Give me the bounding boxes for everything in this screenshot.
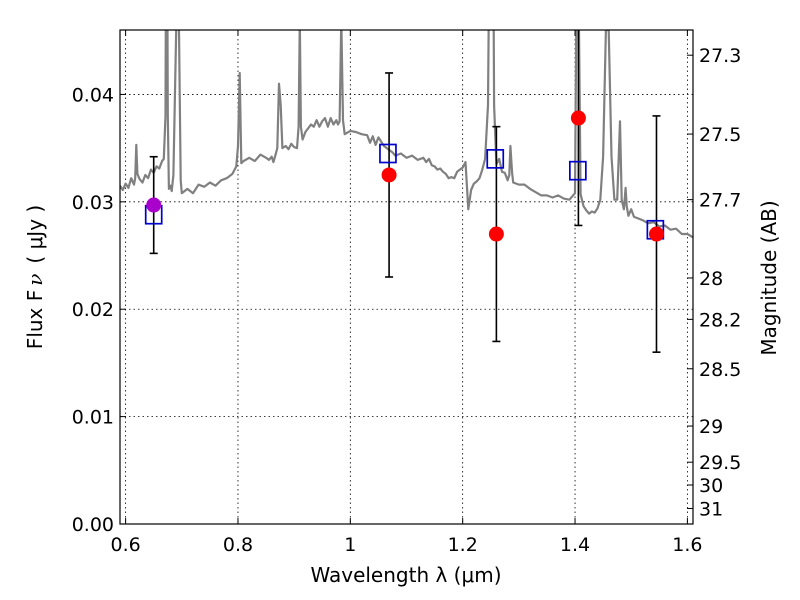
y-tick-label: 0.03 xyxy=(72,192,114,214)
y2-tick-label: 31 xyxy=(699,498,723,520)
y2-tick-label: 27.3 xyxy=(699,45,741,67)
y2-tick-label: 28 xyxy=(699,268,723,290)
y-tick-label: 0.04 xyxy=(72,84,114,106)
observed-photometry-point xyxy=(648,226,664,242)
y2-tick-label: 27.7 xyxy=(699,190,741,212)
observed-photometry-point xyxy=(488,226,504,242)
model-photometry-point xyxy=(379,143,397,164)
x-axis-label: Wavelength λ (μm) xyxy=(310,563,501,587)
x-tick-label: 1.6 xyxy=(672,534,702,556)
x-tick-label: 0.8 xyxy=(223,534,253,556)
y2-tick-label: 29 xyxy=(699,416,723,438)
ticks: 0.6 0.8 1 1.2 1.4 1.6 0.00 0.01 0.02 0.03 0.04 27.3… xyxy=(72,30,741,556)
y2-tick-label: 28.2 xyxy=(699,309,741,331)
observed-photometry-point xyxy=(381,167,397,183)
y2-tick-label: 30 xyxy=(699,475,723,497)
plot-frame xyxy=(119,29,694,525)
y2-axis-label: Magnitude (AB) xyxy=(757,200,781,355)
plot-area xyxy=(120,30,693,353)
y2-tick-label: 27.5 xyxy=(699,124,741,146)
y-axis-label-main: Flux F xyxy=(23,290,47,349)
x-tick-label: 1.4 xyxy=(560,534,590,556)
observed-photometry-point xyxy=(570,110,586,126)
y-axis-label-unit: ( μJy ) xyxy=(23,205,47,264)
x-tick-label: 0.6 xyxy=(111,534,141,556)
y-tick-label: 0.00 xyxy=(72,514,114,536)
x-tick-label: 1 xyxy=(344,534,356,556)
y-tick-label: 0.01 xyxy=(72,407,114,429)
model-photometry-point xyxy=(568,160,587,181)
y-axis-label-sub: ν xyxy=(23,274,47,286)
y-axis-label: Flux F ν ( μJy ) xyxy=(23,205,47,349)
y2-tick-label: 28.5 xyxy=(699,359,741,381)
y-tick-label: 0.02 xyxy=(72,299,114,321)
model-photometry-point xyxy=(486,149,505,169)
x-tick-label: 1.2 xyxy=(448,534,478,556)
y2-tick-label: 29.5 xyxy=(699,452,741,474)
observed-photometry-point xyxy=(146,197,162,213)
